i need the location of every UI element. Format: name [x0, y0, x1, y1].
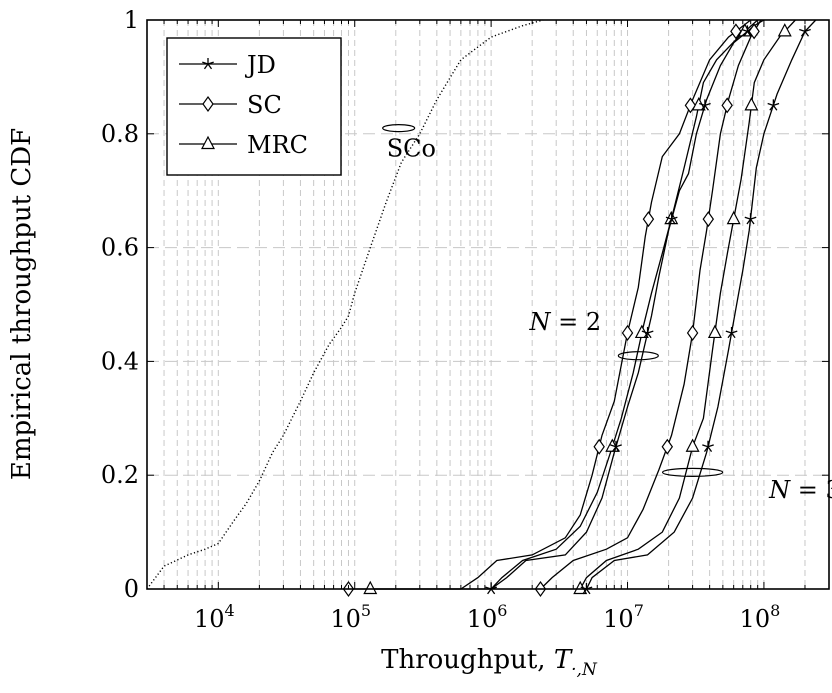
series-line: [540, 19, 762, 590]
star-marker: [744, 213, 757, 225]
diamond-marker: [730, 23, 742, 40]
star-marker: [641, 326, 654, 339]
triangle-marker: [744, 97, 759, 111]
star-marker: [610, 440, 622, 452]
legend: JD SC MRC: [166, 37, 342, 176]
annotation-label: N = 3: [768, 476, 832, 504]
y-axis-label: Empirical throughput CDF: [7, 128, 37, 480]
annotation-bracket: [617, 351, 659, 361]
x-tick-label: 105: [330, 601, 371, 633]
diamond-marker: [686, 324, 699, 341]
star-marker: [698, 99, 711, 111]
x-tick-label: 108: [740, 601, 781, 633]
y-tick-label: 0.4: [101, 347, 139, 375]
star-marker: [767, 99, 780, 111]
annotation-bracket: [382, 124, 416, 133]
series-line: [146, 19, 544, 590]
triangle-marker: [777, 23, 792, 37]
legend-box: [166, 37, 342, 176]
x-tick-label: 106: [467, 601, 508, 633]
y-tick-label: 0.6: [101, 234, 139, 262]
diamond-marker: [621, 324, 634, 341]
x-axis-label: Throughput, T·,N: [381, 645, 598, 680]
star-marker: [702, 440, 714, 452]
triangle-marker: [201, 135, 215, 150]
diamond-marker: [702, 211, 715, 228]
star-marker: [799, 25, 811, 37]
diamond-marker: [202, 95, 214, 113]
star-marker: [202, 58, 214, 70]
annotation-label: SCo: [387, 135, 436, 163]
triangle-marker: [685, 438, 700, 452]
series-line: [370, 19, 759, 590]
x-tick-label: 104: [194, 601, 235, 633]
y-tick-label: 1: [124, 6, 139, 34]
y-tick-label: 0.8: [101, 120, 139, 148]
annotation-bracket: [661, 467, 724, 477]
axis-ticks: 104 105 106 107 108 0 0.2 0.4 0.6 0.8 1: [101, 6, 829, 633]
annotations: SCo N = 2 N = 3: [382, 124, 832, 504]
legend-label: SC: [247, 91, 282, 119]
series-line: [579, 19, 796, 590]
triangle-marker: [726, 210, 741, 225]
x-tick-label: 107: [603, 601, 644, 633]
diamond-marker: [642, 211, 655, 228]
legend-label: JD: [244, 51, 276, 79]
diamond-marker: [748, 23, 760, 40]
star-marker: [725, 326, 738, 339]
annotation-label: N = 2: [529, 308, 602, 336]
star-marker: [665, 213, 678, 225]
plot-frame: [146, 19, 830, 590]
triangle-marker: [363, 580, 378, 595]
legend-label: MRC: [247, 131, 308, 159]
y-tick-label: 0: [124, 575, 139, 603]
y-tick-label: 0.2: [101, 461, 139, 489]
diamond-marker: [593, 438, 605, 455]
diamond-marker: [721, 97, 733, 114]
triangle-marker: [707, 324, 722, 339]
series-line: [490, 19, 765, 590]
diamond-marker: [661, 438, 674, 455]
